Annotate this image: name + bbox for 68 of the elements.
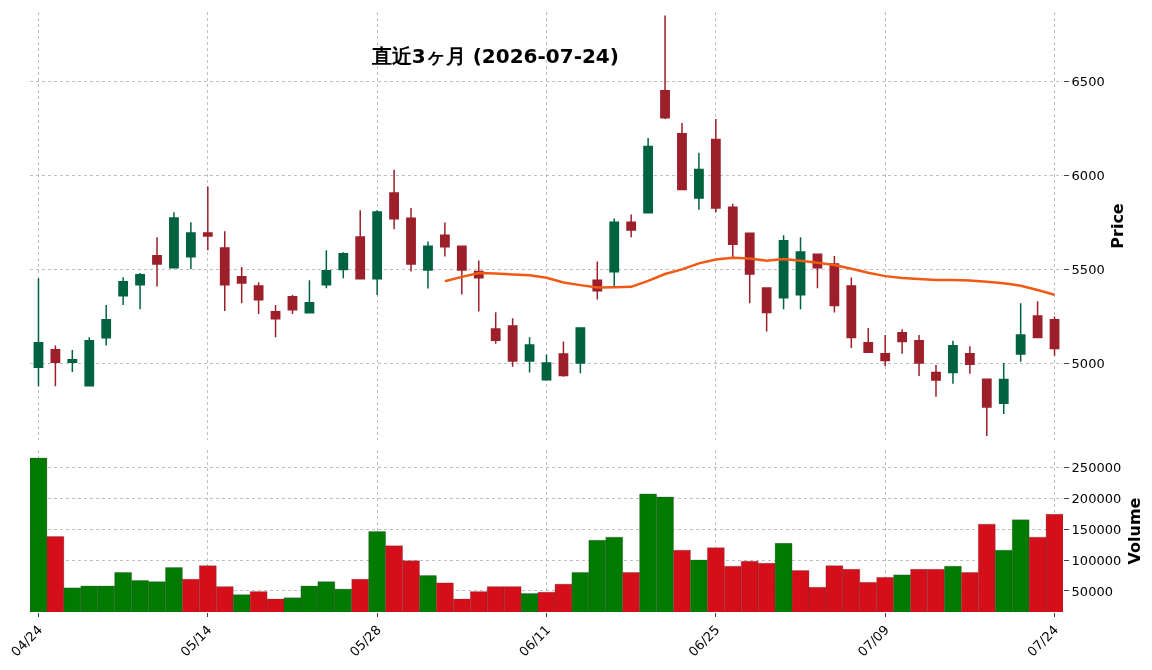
- candlestick: [643, 137, 654, 214]
- candlestick: [1049, 315, 1060, 357]
- candlestick: [694, 152, 704, 211]
- candlestick: [524, 336, 535, 374]
- candlestick: [67, 349, 78, 373]
- candlestick: [406, 207, 416, 273]
- candlestick: [1032, 300, 1043, 339]
- candlestick: [185, 221, 196, 270]
- candlestick: [456, 245, 467, 296]
- y-tick-label: 6500: [1071, 74, 1105, 90]
- candlestick: [84, 336, 95, 388]
- candlestick: [169, 211, 179, 269]
- y-tick-label: 150000: [1071, 521, 1122, 537]
- candlestick: [372, 209, 383, 296]
- candlestick: [829, 255, 840, 314]
- candlestick: [863, 327, 874, 353]
- y-tick-label: 5500: [1071, 261, 1105, 277]
- candlestick: [948, 339, 958, 385]
- candlestick: [541, 353, 552, 382]
- y-tick-label: 50000: [1071, 583, 1113, 599]
- candlestick: [677, 122, 687, 191]
- y-tick-label: 100000: [1071, 552, 1122, 568]
- candlestick: [338, 251, 349, 279]
- candlestick: [490, 311, 501, 345]
- y-tick-label: 5000: [1071, 355, 1105, 371]
- candlestick: [558, 340, 569, 378]
- candlestick: [50, 344, 61, 388]
- candlestick: [575, 327, 586, 375]
- candlestick: [626, 213, 637, 239]
- candlestick: [33, 277, 44, 388]
- candlestick: [609, 217, 620, 288]
- candlestick: [236, 266, 247, 304]
- candlestick: [761, 287, 772, 333]
- candlestick: [304, 279, 315, 314]
- candlestick: [897, 328, 908, 355]
- candlestick: [135, 272, 145, 310]
- candlestick: [931, 364, 941, 398]
- y-tick-label: 200000: [1071, 490, 1122, 506]
- candlestick: [118, 276, 129, 306]
- candlestick: [846, 276, 857, 349]
- candlestick: [914, 334, 924, 377]
- candlestick: [727, 202, 738, 259]
- candlestick: [270, 304, 281, 338]
- y-tick-label: 6000: [1071, 167, 1105, 183]
- candlestick: [710, 118, 721, 214]
- candlestick: [355, 209, 366, 280]
- candlestick: [219, 230, 230, 312]
- candlestick: [152, 236, 162, 288]
- candlestick: [1015, 302, 1026, 363]
- line-series: [443, 256, 1056, 296]
- candlestick: [101, 304, 112, 347]
- y-tick-label: 250000: [1071, 459, 1122, 475]
- candlestick: [439, 221, 450, 258]
- candlestick: [253, 281, 264, 315]
- y-axis-title: Volume: [1124, 497, 1144, 565]
- candlestick: [964, 345, 975, 375]
- candlestick: [321, 249, 332, 289]
- candlestick: [660, 14, 670, 120]
- candlestick: [880, 334, 891, 367]
- text: 直近3ヶ月 (2026-07-24): [370, 43, 619, 68]
- candlestick: [507, 317, 518, 368]
- y-axis-title: Price: [1108, 203, 1128, 249]
- candlestick: [423, 240, 433, 290]
- candlestick: [389, 169, 399, 230]
- candlestick: [202, 185, 213, 251]
- candlestick: [981, 377, 992, 437]
- candlestick: [998, 362, 1009, 415]
- candlestick: [744, 232, 755, 305]
